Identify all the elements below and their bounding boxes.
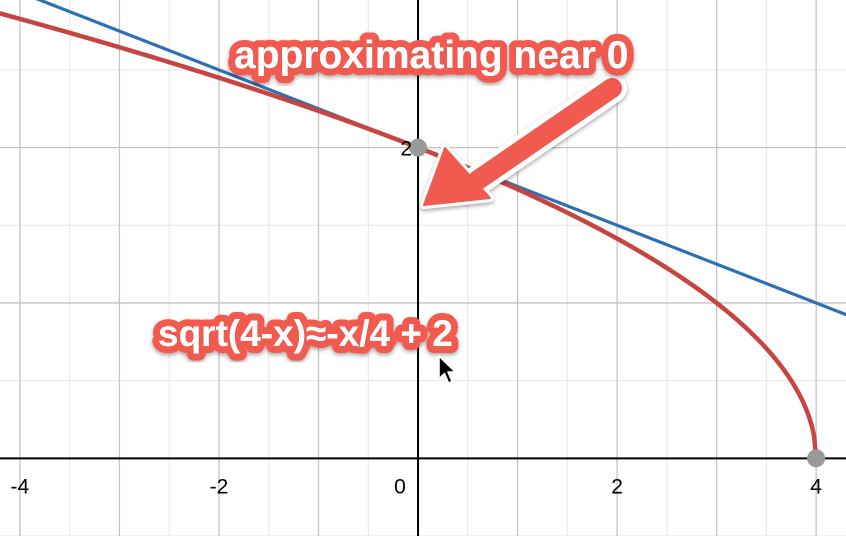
mouse-pointer-icon bbox=[438, 355, 457, 384]
point-marker bbox=[807, 449, 826, 468]
points bbox=[409, 138, 826, 468]
curve-sqrt bbox=[0, 11, 819, 461]
x-tick-label: 0 bbox=[394, 475, 406, 498]
x-tick-label: -4 bbox=[11, 475, 30, 498]
x-tick-label: -2 bbox=[210, 475, 229, 498]
annotation-title-text: approximating near 0 bbox=[234, 34, 628, 77]
annotation-formula-text: sqrt(4-x)≈-x/4 + 2 bbox=[158, 313, 453, 354]
annotation-title: approximating near 0 bbox=[234, 34, 628, 77]
point-marker bbox=[409, 138, 428, 157]
annotation-arrow bbox=[420, 73, 627, 209]
y-tick-label: 2 bbox=[400, 138, 412, 161]
annotation-formula: sqrt(4-x)≈-x/4 + 2 bbox=[158, 313, 453, 354]
x-tick-label: 4 bbox=[810, 475, 822, 498]
x-tick-label: 2 bbox=[611, 475, 623, 498]
tick-labels: -4 -2 0 2 4 2 bbox=[11, 138, 823, 499]
